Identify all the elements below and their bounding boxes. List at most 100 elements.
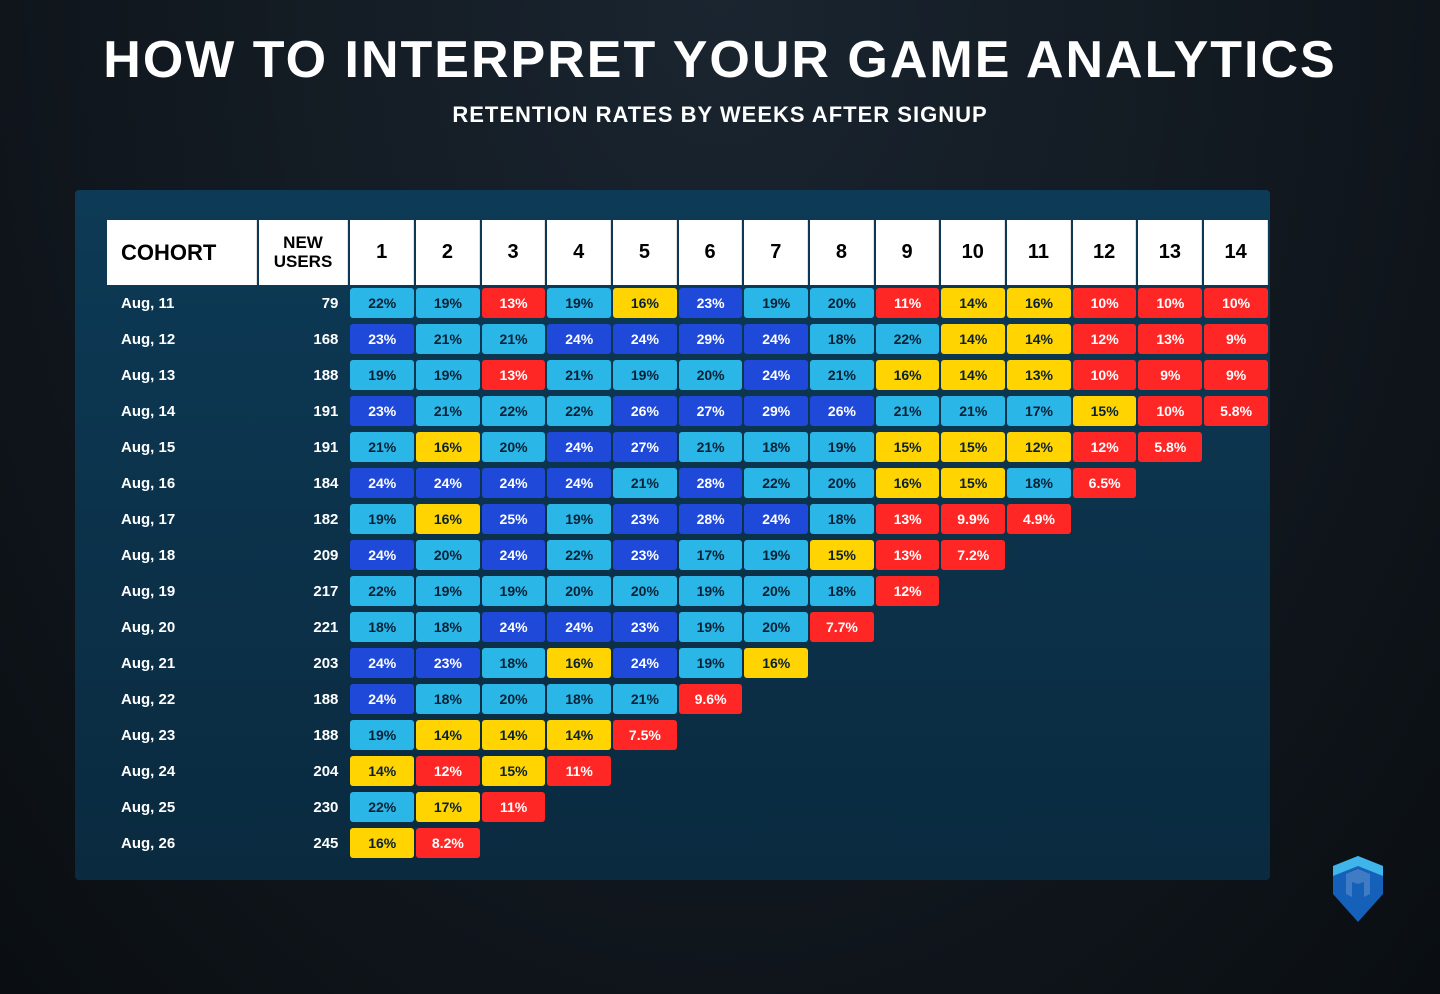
retention-cell: 24% bbox=[350, 645, 414, 681]
cohort-label: Aug, 26 bbox=[107, 825, 257, 861]
header-week-9: 9 bbox=[876, 220, 940, 285]
cohort-label: Aug, 11 bbox=[107, 285, 257, 321]
cohort-label: Aug, 20 bbox=[107, 609, 257, 645]
retention-cell: 14% bbox=[941, 357, 1005, 393]
retention-cell: 24% bbox=[416, 465, 480, 501]
header-week-11: 11 bbox=[1007, 220, 1071, 285]
retention-cell: 9% bbox=[1204, 321, 1268, 357]
table-row: Aug, 1618424%24%24%24%21%28%22%20%16%15%… bbox=[107, 465, 1268, 501]
retention-cell: 19% bbox=[744, 537, 808, 573]
retention-cell: 12% bbox=[1073, 321, 1137, 357]
table-row: Aug, 2120324%23%18%16%24%19%16% bbox=[107, 645, 1268, 681]
empty-cell bbox=[876, 789, 940, 825]
retention-cell: 28% bbox=[679, 501, 743, 537]
empty-cell bbox=[941, 681, 1005, 717]
header-week-4: 4 bbox=[547, 220, 611, 285]
retention-cell: 5.8% bbox=[1204, 393, 1268, 429]
retention-cell: 12% bbox=[416, 753, 480, 789]
header-week-1: 1 bbox=[350, 220, 414, 285]
cohort-label: Aug, 18 bbox=[107, 537, 257, 573]
retention-cell: 21% bbox=[613, 465, 677, 501]
retention-cell: 18% bbox=[350, 609, 414, 645]
empty-cell bbox=[744, 753, 808, 789]
retention-cell: 22% bbox=[350, 573, 414, 609]
retention-cell: 21% bbox=[482, 321, 546, 357]
retention-cell: 29% bbox=[744, 393, 808, 429]
retention-cell: 19% bbox=[350, 357, 414, 393]
retention-cell: 24% bbox=[613, 321, 677, 357]
retention-cell: 19% bbox=[482, 573, 546, 609]
table-row: Aug, 1718219%16%25%19%23%28%24%18%13%9.9… bbox=[107, 501, 1268, 537]
retention-cell: 23% bbox=[350, 393, 414, 429]
empty-cell bbox=[941, 717, 1005, 753]
empty-cell bbox=[1204, 825, 1268, 861]
empty-cell bbox=[1138, 465, 1202, 501]
empty-cell bbox=[613, 825, 677, 861]
retention-cell: 15% bbox=[1073, 393, 1137, 429]
retention-cell: 21% bbox=[876, 393, 940, 429]
retention-cell: 23% bbox=[416, 645, 480, 681]
cohort-label: Aug, 19 bbox=[107, 573, 257, 609]
brand-logo-icon bbox=[1328, 854, 1388, 924]
retention-cell: 21% bbox=[941, 393, 1005, 429]
table-row: Aug, 1318819%19%13%21%19%20%24%21%16%14%… bbox=[107, 357, 1268, 393]
retention-cell: 17% bbox=[679, 537, 743, 573]
empty-cell bbox=[941, 645, 1005, 681]
retention-cell: 24% bbox=[547, 321, 611, 357]
retention-cell: 18% bbox=[416, 681, 480, 717]
empty-cell bbox=[1073, 609, 1137, 645]
retention-cell: 9% bbox=[1204, 357, 1268, 393]
cohort-label: Aug, 14 bbox=[107, 393, 257, 429]
retention-cell: 21% bbox=[416, 393, 480, 429]
retention-cell: 23% bbox=[350, 321, 414, 357]
empty-cell bbox=[1007, 789, 1071, 825]
empty-cell bbox=[679, 753, 743, 789]
table-row: Aug, 1820924%20%24%22%23%17%19%15%13%7.2… bbox=[107, 537, 1268, 573]
empty-cell bbox=[679, 717, 743, 753]
empty-cell bbox=[876, 753, 940, 789]
cohort-label: Aug, 24 bbox=[107, 753, 257, 789]
retention-cell: 7.5% bbox=[613, 717, 677, 753]
new-users-value: 191 bbox=[259, 429, 349, 465]
retention-cell: 6.5% bbox=[1073, 465, 1137, 501]
new-users-value: 79 bbox=[259, 285, 349, 321]
header-week-2: 2 bbox=[416, 220, 480, 285]
retention-cell: 11% bbox=[876, 285, 940, 321]
retention-cell: 15% bbox=[876, 429, 940, 465]
retention-cell: 24% bbox=[547, 465, 611, 501]
new-users-value: 191 bbox=[259, 393, 349, 429]
retention-cell: 18% bbox=[744, 429, 808, 465]
empty-cell bbox=[1204, 501, 1268, 537]
empty-cell bbox=[744, 825, 808, 861]
retention-cell: 18% bbox=[810, 321, 874, 357]
empty-cell bbox=[941, 573, 1005, 609]
empty-cell bbox=[613, 753, 677, 789]
empty-cell bbox=[1073, 501, 1137, 537]
header-week-12: 12 bbox=[1073, 220, 1137, 285]
retention-cell: 15% bbox=[482, 753, 546, 789]
retention-cell: 20% bbox=[416, 537, 480, 573]
table-row: Aug, 1921722%19%19%20%20%19%20%18%12% bbox=[107, 573, 1268, 609]
empty-cell bbox=[1073, 645, 1137, 681]
header-week-5: 5 bbox=[613, 220, 677, 285]
retention-cell: 18% bbox=[482, 645, 546, 681]
retention-panel: COHORT NEW USERS 1 2 3 4 5 6 7 8 9 10 11… bbox=[75, 190, 1270, 880]
retention-cell: 16% bbox=[350, 825, 414, 861]
cohort-label: Aug, 13 bbox=[107, 357, 257, 393]
empty-cell bbox=[810, 753, 874, 789]
retention-cell: 20% bbox=[744, 609, 808, 645]
empty-cell bbox=[1204, 465, 1268, 501]
retention-cell: 5.8% bbox=[1138, 429, 1202, 465]
header-week-6: 6 bbox=[679, 220, 743, 285]
empty-cell bbox=[941, 753, 1005, 789]
retention-cell: 24% bbox=[744, 321, 808, 357]
empty-cell bbox=[941, 825, 1005, 861]
empty-cell bbox=[1138, 753, 1202, 789]
new-users-value: 245 bbox=[259, 825, 349, 861]
empty-cell bbox=[1007, 753, 1071, 789]
retention-cell: 19% bbox=[744, 285, 808, 321]
retention-cell: 19% bbox=[547, 501, 611, 537]
retention-cell: 24% bbox=[547, 429, 611, 465]
retention-cell: 20% bbox=[547, 573, 611, 609]
empty-cell bbox=[1007, 609, 1071, 645]
